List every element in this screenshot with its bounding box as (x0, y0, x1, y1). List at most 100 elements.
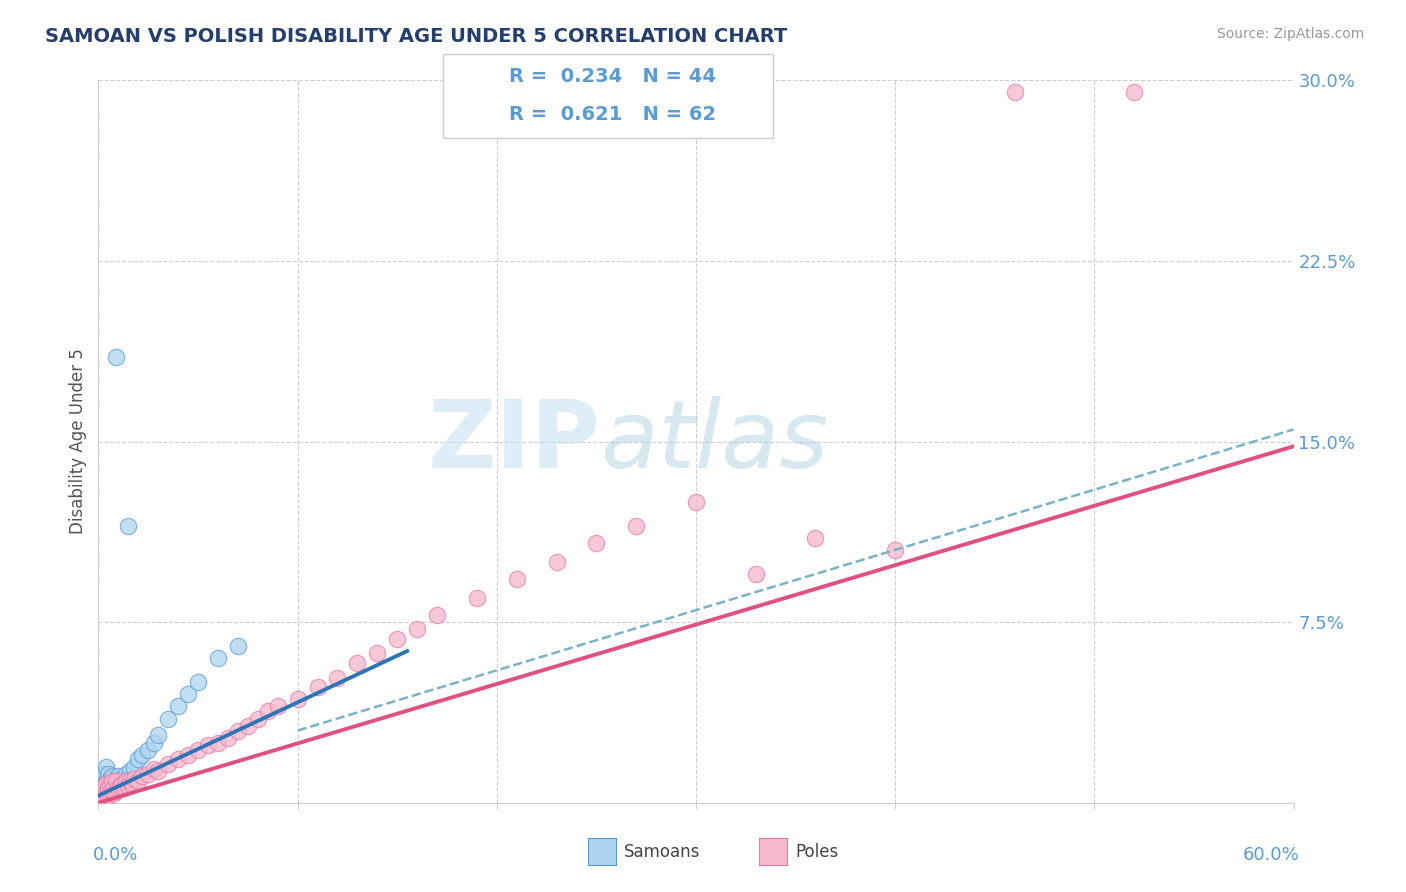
Point (111, 776, 134, 790)
Point (91, 781, 114, 796)
Text: 60.0%: 60.0% (1243, 847, 1299, 864)
Point (465, 591, 488, 605)
Point (97, 781, 120, 796)
Text: R =  0.621   N = 62: R = 0.621 N = 62 (509, 104, 716, 124)
Point (143, 735, 166, 749)
Point (585, 535, 607, 549)
Point (105, 781, 128, 796)
Point (98, 786, 122, 800)
Point (366, 647, 388, 661)
Point (256, 704, 278, 718)
Point (177, 747, 200, 762)
Y-axis label: Disability Age Under 5: Disability Age Under 5 (69, 349, 87, 534)
Point (804, 531, 827, 545)
Text: Samoans: Samoans (624, 843, 700, 861)
Point (148, 728, 170, 742)
Text: 0.0%: 0.0% (93, 847, 138, 864)
Text: Source: ZipAtlas.com: Source: ZipAtlas.com (1216, 27, 1364, 41)
Point (89, 776, 111, 790)
Point (105, 772, 128, 786)
Point (103, 784, 125, 798)
Text: atlas: atlas (600, 396, 828, 487)
Point (97, 786, 120, 800)
Point (546, 555, 568, 569)
Point (217, 731, 239, 745)
Point (287, 692, 309, 706)
Point (97, 776, 120, 790)
Point (884, 542, 907, 557)
Point (107, 769, 129, 783)
Point (157, 712, 180, 726)
Point (385, 632, 409, 646)
Point (93, 776, 115, 790)
Point (426, 607, 449, 622)
Point (207, 651, 229, 665)
Point (226, 723, 249, 738)
Point (96, 774, 118, 789)
Point (167, 752, 190, 766)
Text: ZIP: ZIP (427, 395, 600, 488)
Point (93, 779, 115, 793)
Point (101, 769, 124, 783)
Point (117, 518, 139, 533)
Point (112, 774, 135, 789)
Point (91, 772, 114, 786)
Point (96, 786, 118, 800)
Point (97, 789, 120, 803)
Point (89, 789, 111, 803)
Point (93, 767, 115, 781)
Point (96, 781, 118, 796)
Point (93, 789, 115, 803)
Point (326, 671, 349, 685)
Point (103, 774, 125, 789)
Point (167, 699, 190, 714)
Point (236, 719, 259, 733)
Point (98, 776, 122, 790)
Point (107, 779, 129, 793)
Point (115, 774, 138, 789)
Point (110, 779, 132, 793)
Point (105, 784, 128, 798)
Point (120, 774, 142, 789)
Point (143, 762, 166, 776)
Point (124, 760, 146, 774)
Point (91, 786, 114, 800)
Point (267, 699, 290, 714)
Point (121, 776, 143, 790)
Point (111, 772, 134, 786)
Point (127, 752, 149, 766)
Point (187, 675, 209, 690)
Point (124, 772, 146, 786)
Point (107, 781, 129, 796)
Point (187, 743, 209, 757)
Point (105, 774, 128, 789)
Point (101, 784, 124, 798)
Point (148, 764, 170, 779)
Point (307, 680, 329, 694)
Point (96, 760, 118, 774)
Point (1004, 85, 1026, 99)
Point (112, 781, 135, 796)
Point (96, 776, 118, 790)
Point (685, 494, 707, 508)
Point (346, 656, 368, 670)
Point (626, 518, 648, 533)
Point (91, 779, 114, 793)
Text: SAMOAN VS POLISH DISABILITY AGE UNDER 5 CORRELATION CHART: SAMOAN VS POLISH DISABILITY AGE UNDER 5 … (45, 27, 787, 45)
Point (246, 712, 269, 726)
Point (197, 738, 219, 752)
Point (406, 623, 429, 637)
Point (97, 767, 120, 781)
Point (136, 767, 159, 781)
Point (226, 639, 249, 653)
Point (101, 774, 124, 789)
Point (91, 786, 114, 800)
Point (105, 350, 128, 364)
Point (745, 567, 768, 582)
Point (117, 779, 139, 793)
Point (98, 781, 122, 796)
Point (131, 769, 153, 783)
Point (207, 735, 229, 749)
Point (115, 767, 138, 781)
Point (110, 776, 132, 790)
